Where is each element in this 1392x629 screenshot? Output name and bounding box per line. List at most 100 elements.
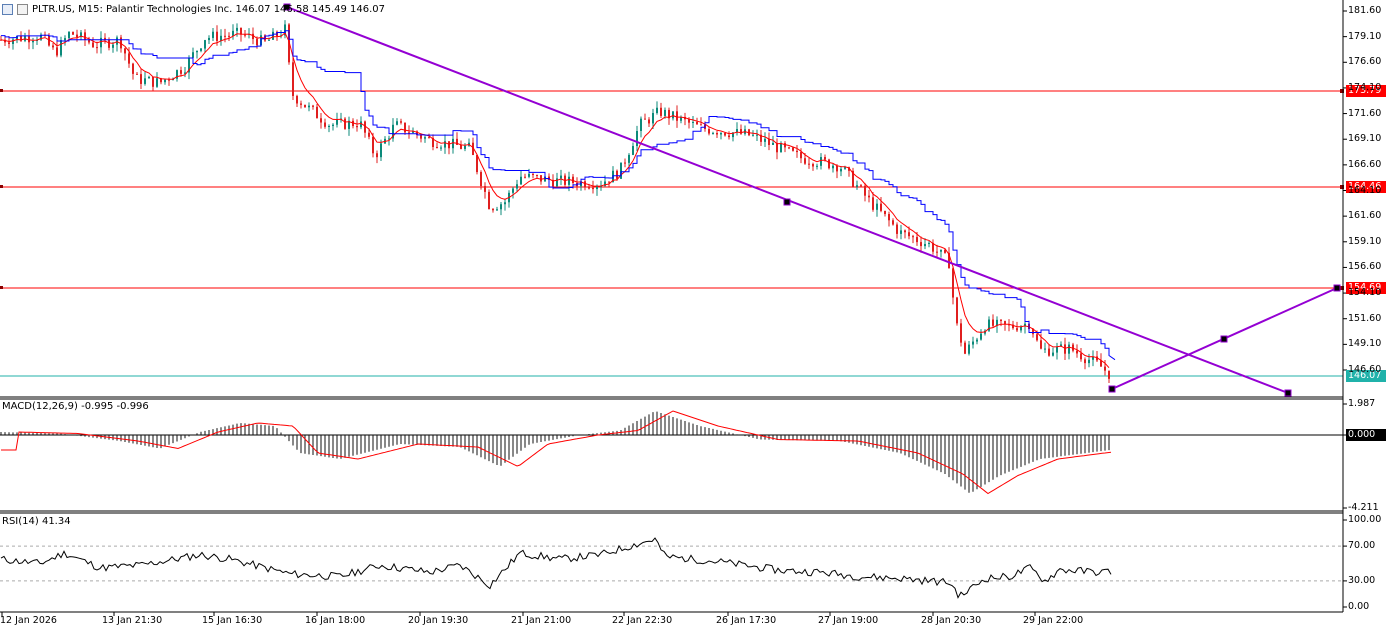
candle [1024,323,1026,327]
candle [688,119,690,123]
candle [660,107,662,116]
candle [320,118,322,123]
time-axis-label: 26 Jan 17:30 [716,615,777,626]
rsi-pane[interactable] [0,537,1343,599]
candle [240,27,242,35]
candle [920,242,922,247]
candle [936,251,938,253]
candle [376,153,378,158]
candle [124,48,126,54]
macd-pane[interactable] [0,410,1343,495]
candle [356,126,358,128]
candle [908,232,910,237]
candle [156,78,158,87]
candle [364,121,366,133]
candle [540,175,542,182]
time-axis-label: 16 Jan 18:00 [305,615,366,626]
trendline-handle[interactable] [283,3,291,11]
candle [532,173,534,175]
candle [184,72,186,74]
price-tick-label: 146.60 [1348,364,1382,375]
candle [404,122,406,133]
price-tick-label: 171.60 [1348,107,1382,119]
price-tick-label: 154.10 [1348,287,1382,299]
price-tick-label: 149.10 [1348,338,1382,350]
price-tick-label: 174.10 [1348,81,1382,93]
candle [976,339,978,342]
candle [392,124,394,139]
time-axis-label: 29 Jan 22:00 [1023,615,1084,626]
candle [176,70,178,79]
candle [1020,326,1022,331]
candle [1092,356,1094,360]
candle [244,34,246,36]
candle [100,37,102,48]
candle [300,103,302,105]
candle [784,143,786,148]
candle [152,76,154,87]
candle [452,138,454,149]
candle [8,42,10,44]
candle [412,131,414,133]
current-price-label: 146.07 [1346,370,1386,382]
candle [636,130,638,147]
candle [732,132,734,138]
candle [496,209,498,211]
candle [928,242,930,244]
candle [568,176,570,185]
candle [740,129,742,134]
trendline-handle[interactable] [783,198,791,206]
candle [220,35,222,41]
candle [292,62,294,96]
candle [288,24,290,63]
candle [52,45,54,48]
candle [432,137,434,148]
trendline-handle[interactable] [1108,385,1116,393]
candle [1004,321,1006,325]
candle [216,31,218,41]
candle [128,53,130,64]
candle [888,214,890,221]
candle [828,159,830,169]
candle [444,141,446,148]
candle [628,154,630,163]
candle [596,186,598,190]
candle [416,131,418,135]
candle [164,79,166,83]
candle [872,197,874,210]
candle [312,105,314,107]
candle [1068,344,1070,354]
candle [1084,359,1086,364]
candle [332,124,334,126]
candle [968,344,970,354]
candle [284,24,286,36]
candle [892,220,894,225]
candle [528,173,530,177]
candle [112,44,114,48]
candle [956,297,958,324]
candle [188,57,190,73]
candle [180,70,182,74]
candle [96,47,98,49]
candle [0,39,2,41]
candle [504,202,506,205]
candle [48,35,50,46]
hline-label-1: 173.79 [1346,85,1386,97]
trendline-handle[interactable] [1284,389,1292,397]
candle [472,142,474,155]
candle [772,142,774,145]
trendline-handle[interactable] [1220,335,1228,343]
price-tick-label: 151.60 [1348,312,1382,324]
trendline-handle[interactable] [1333,284,1341,292]
time-axis-label: 12 Jan 2026 [0,615,57,626]
candle [388,138,390,140]
candle [912,236,914,238]
symbol-icon[interactable] [17,3,28,15]
candle [516,184,518,189]
candle [788,147,790,149]
chart-window-icon[interactable] [2,3,13,15]
price-pane[interactable] [0,3,1344,397]
symbol-info: PLTR.US, M15: Palantir Technologies Inc.… [32,3,386,15]
candle [668,109,670,119]
